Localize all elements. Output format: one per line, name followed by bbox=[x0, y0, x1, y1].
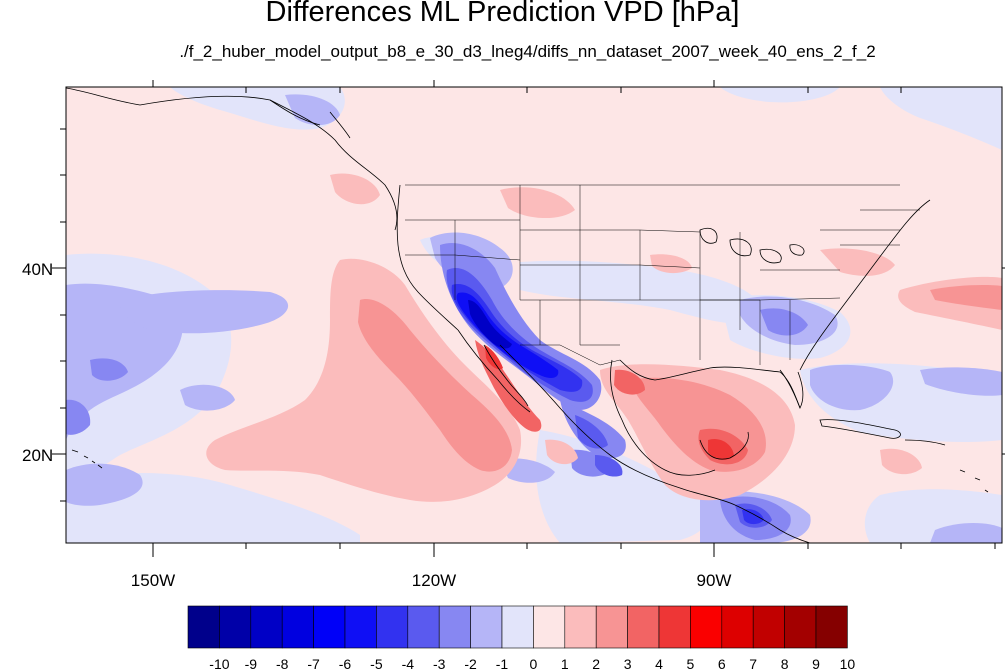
colorbar-swatch bbox=[438, 605, 471, 649]
colorbar-tick-label: -4 bbox=[402, 656, 415, 672]
contour-level-minus8 bbox=[468, 300, 512, 349]
lat-label-20n: 20N bbox=[22, 446, 53, 465]
colorbar-tick-label: -1 bbox=[496, 656, 509, 672]
colorbar-swatch bbox=[281, 605, 314, 649]
colorbar-swatch bbox=[533, 605, 566, 649]
colorbar bbox=[187, 605, 848, 649]
lon-label-90w: 90W bbox=[697, 571, 732, 590]
colorbar-tick-label: 7 bbox=[749, 656, 757, 672]
colorbar-swatch bbox=[752, 605, 785, 649]
lat-label-40n: 40N bbox=[22, 260, 53, 279]
colorbar-tick-label: 1 bbox=[561, 656, 569, 672]
colorbar-swatch bbox=[784, 605, 817, 649]
colorbar-tick-label: -8 bbox=[276, 656, 289, 672]
political-borders bbox=[405, 184, 920, 366]
colorbar-swatch bbox=[501, 605, 534, 649]
contour-level-minus2 bbox=[66, 94, 1002, 543]
colorbar-swatch bbox=[407, 605, 440, 649]
colorbar-tick-label: 10 bbox=[840, 656, 856, 672]
colorbar-swatch bbox=[187, 605, 220, 649]
map-subtitle: ./f_2_huber_model_output_b8_e_30_d3_lneg… bbox=[179, 42, 876, 61]
colorbar-tick-label: 8 bbox=[781, 656, 789, 672]
colorbar-swatch bbox=[219, 605, 252, 649]
colorbar-swatch bbox=[344, 605, 377, 649]
contour-fields bbox=[66, 87, 1002, 543]
coastlines bbox=[66, 87, 989, 543]
map-title: Differences ML Prediction VPD [hPa] bbox=[265, 0, 740, 28]
colorbar-tick-label: 6 bbox=[718, 656, 726, 672]
colorbar-tick-label: -6 bbox=[339, 656, 352, 672]
colorbar-tick-label: -7 bbox=[307, 656, 320, 672]
colorbar-tick-label: -5 bbox=[370, 656, 383, 672]
colorbar-swatch bbox=[815, 605, 848, 649]
colorbar-tick-label: 0 bbox=[530, 656, 538, 672]
colorbar-swatch bbox=[564, 605, 597, 649]
colorbar-tick-label: -2 bbox=[464, 656, 477, 672]
colorbar-swatch bbox=[376, 605, 409, 649]
lon-label-150w: 150W bbox=[131, 571, 175, 590]
colorbar-swatch bbox=[721, 605, 754, 649]
colorbar-tick-label: 5 bbox=[687, 656, 695, 672]
colorbar-swatch bbox=[470, 605, 503, 649]
colorbar-tick-label: -3 bbox=[433, 656, 446, 672]
colorbar-tick-label: -9 bbox=[245, 656, 258, 672]
colorbar-swatch bbox=[250, 605, 283, 649]
colorbar-labels: -10 -9 -8 -7 -6 -5 -4 -3 -2 -1 0 1 2 3 4 5 6 7 8 9 10 bbox=[209, 656, 855, 672]
colorbar-tick-label: 3 bbox=[624, 656, 632, 672]
colorbar-tick-label: 9 bbox=[812, 656, 820, 672]
colorbar-swatch bbox=[595, 605, 628, 649]
colorbar-tick-label: 4 bbox=[655, 656, 663, 672]
colorbar-swatch bbox=[313, 605, 346, 649]
contour-level-plus4 bbox=[485, 345, 734, 460]
lon-label-120w: 120W bbox=[412, 571, 456, 590]
colorbar-tick-label: 2 bbox=[592, 656, 600, 672]
colorbar-swatch bbox=[690, 605, 723, 649]
colorbar-tick-label: -10 bbox=[209, 656, 229, 672]
colorbar-swatch bbox=[627, 605, 660, 649]
colorbar-swatch bbox=[658, 605, 691, 649]
